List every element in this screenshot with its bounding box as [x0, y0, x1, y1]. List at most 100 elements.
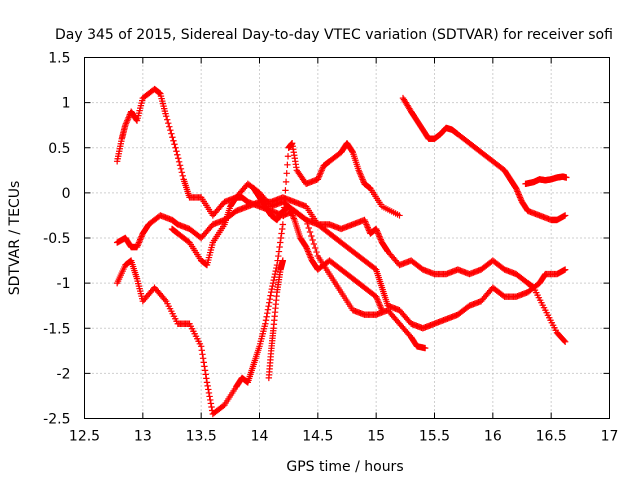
data-point: [136, 237, 143, 245]
data-point: [178, 169, 186, 176]
data-point: [302, 216, 310, 224]
data-point: [360, 177, 367, 185]
data-point: [279, 257, 287, 264]
data-point: [169, 134, 176, 141]
data-point: [265, 302, 272, 310]
data-point: [275, 248, 283, 255]
data-point: [307, 254, 314, 261]
data-point: [363, 222, 371, 230]
data-point: [164, 116, 171, 123]
x-tick-label: 16: [484, 429, 502, 445]
data-point: [357, 171, 364, 179]
data-point: [262, 317, 270, 324]
data-point: [514, 188, 521, 195]
data-point: [513, 186, 521, 194]
grid-layer: [84, 57, 610, 419]
data-point: [305, 224, 312, 232]
data-point: [313, 248, 320, 256]
data-point: [124, 115, 132, 123]
data-point: [202, 371, 209, 378]
x-tick-label: 12.5: [69, 429, 100, 445]
data-point: [376, 234, 384, 242]
data-point: [201, 363, 208, 370]
data-point: [285, 203, 292, 210]
data-point: [197, 343, 205, 350]
data-point: [133, 116, 140, 123]
data-point: [374, 230, 382, 237]
data-point: [277, 239, 284, 246]
y-tick-label: -2: [57, 366, 71, 382]
data-point: [288, 210, 296, 218]
data-point: [203, 375, 210, 382]
x-tick-label: 17: [601, 429, 619, 445]
data-point: [359, 176, 366, 183]
data-point: [276, 243, 283, 251]
data-point: [134, 242, 141, 249]
data-point: [318, 167, 325, 174]
data-point: [122, 121, 129, 129]
x-tick-label: 15.5: [419, 429, 450, 445]
data-point: [198, 347, 206, 354]
data-point: [364, 224, 371, 231]
series-track-6: [399, 94, 569, 224]
tick-layer: 12.5 13 13.5 14 14.5 15 15.5 16 16.5 17 -2.5 -2 -1.5…: [43, 51, 618, 445]
data-point: [365, 225, 372, 233]
data-point: [278, 230, 285, 237]
data-point: [266, 299, 273, 306]
data-point: [176, 162, 184, 169]
data-point: [304, 220, 311, 228]
data-point: [348, 148, 356, 155]
data-point: [312, 244, 319, 252]
data-point: [279, 221, 287, 228]
data-point: [305, 249, 312, 257]
data-point: [281, 195, 288, 203]
data-point: [199, 351, 206, 358]
data-point: [375, 299, 382, 306]
series-track-2: [113, 194, 569, 332]
data-point: [179, 172, 186, 180]
data-point: [283, 170, 290, 177]
y-tick-label: -1: [57, 276, 71, 292]
data-point: [206, 393, 213, 400]
data-point: [372, 293, 380, 300]
y-tick-label: 0.5: [48, 141, 70, 157]
data-point: [306, 228, 314, 236]
data-point: [514, 189, 522, 197]
data-point: [123, 118, 130, 126]
data-point: [268, 285, 276, 293]
data-point: [361, 216, 368, 224]
y-tick-label: -0.5: [43, 231, 70, 247]
x-tick-label: 14: [251, 429, 269, 445]
data-point: [362, 219, 369, 227]
data-point: [374, 296, 381, 303]
data-point: [373, 227, 381, 234]
data-point: [315, 174, 322, 182]
data-point: [317, 168, 325, 176]
data-point: [310, 240, 318, 248]
data-point: [356, 168, 363, 176]
data-point: [561, 337, 568, 344]
data-point: [363, 221, 370, 228]
data-point: [561, 338, 569, 345]
data-point: [304, 248, 312, 255]
series-track-8: [265, 257, 287, 382]
data-point: [171, 141, 178, 148]
data-point: [319, 165, 326, 173]
x-tick-label: 15: [367, 429, 385, 445]
data-point: [315, 173, 323, 180]
data-point: [168, 130, 175, 137]
data-point: [204, 382, 211, 390]
data-point: [374, 228, 381, 236]
data-point: [267, 288, 275, 296]
data-point: [269, 279, 277, 287]
x-axis-label: GPS time / hours: [286, 459, 403, 475]
data-point: [199, 355, 207, 362]
data-point: [282, 178, 290, 186]
data-point: [373, 294, 381, 302]
series-track-7: [522, 173, 570, 188]
data-point: [166, 123, 173, 130]
data-point: [358, 174, 366, 182]
data-point: [162, 112, 170, 120]
data-point: [175, 155, 182, 162]
